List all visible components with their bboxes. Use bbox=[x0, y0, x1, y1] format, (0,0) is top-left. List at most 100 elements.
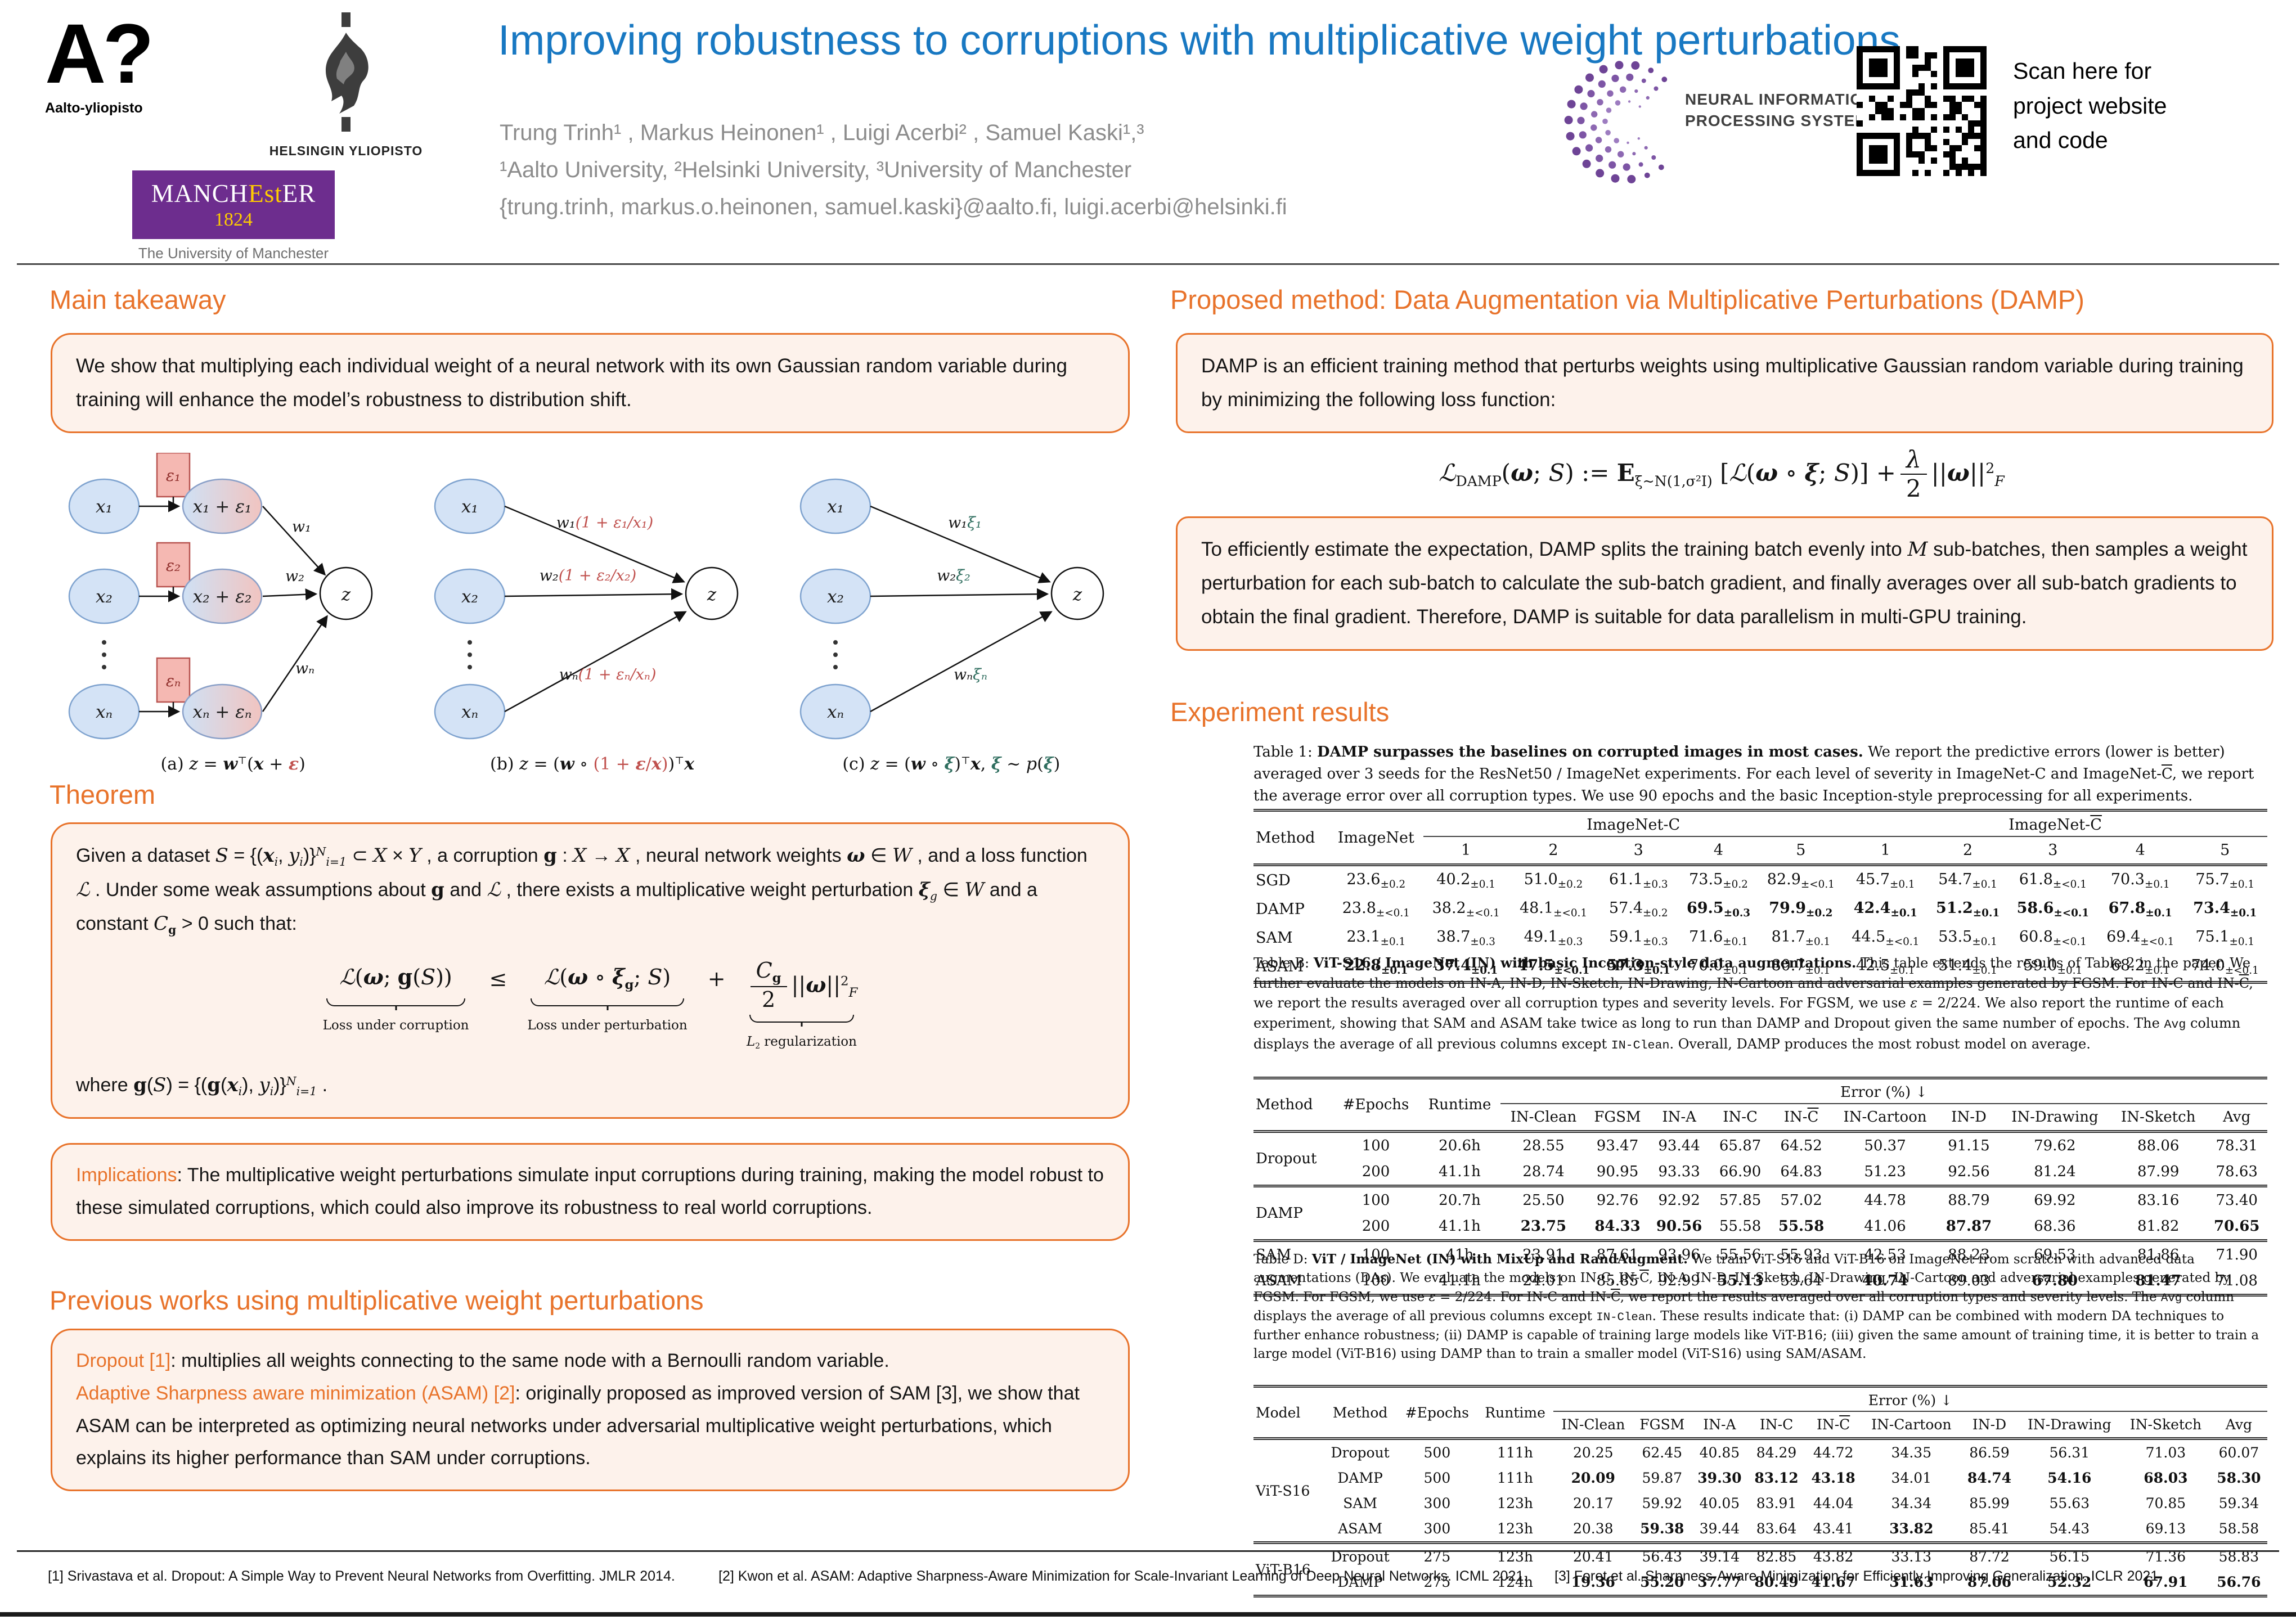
helsinki-logo-label: HELSINGIN YLIOPISTO bbox=[269, 143, 423, 158]
eq-loss-perturbation: ℒ(ω ∘ ξg; S) Loss under perturbation bbox=[527, 958, 687, 1038]
svg-text:x₁: x₁ bbox=[461, 497, 478, 517]
edge-label: w₂ξ₂ bbox=[937, 567, 970, 584]
vdots bbox=[468, 665, 472, 669]
svg-text:εₙ: εₙ bbox=[166, 672, 181, 690]
epsilon-box-n: εₙ bbox=[156, 657, 191, 710]
previous-works-asam: Adaptive Sharpness aware minimization (A… bbox=[76, 1382, 1080, 1469]
section-previous-works: Previous works using multiplicative weig… bbox=[50, 1285, 704, 1315]
fraction-denominator: 2 bbox=[761, 987, 776, 1012]
svg-text:xₙ: xₙ bbox=[461, 702, 478, 722]
svg-text:z: z bbox=[341, 584, 351, 605]
node-sum-2: x₂ + ε₂ bbox=[182, 568, 263, 624]
svg-text:xₙ + εₙ: xₙ + εₙ bbox=[193, 702, 252, 722]
vdots bbox=[468, 652, 472, 657]
fraction-denominator: 2 bbox=[1906, 475, 1921, 503]
diagram-b: x₁ x₂ xₙ w₁(1 + ε₁/x₁) w₂(1 + ε₂/x₂) wₙ(… bbox=[434, 478, 739, 740]
vdots bbox=[102, 665, 106, 669]
vdots bbox=[102, 652, 106, 657]
tableB-caption: Table B: ViT-S16 / ImageNet (IN) with ba… bbox=[1253, 955, 2253, 1052]
table-row: DAMP 100 20.7h 25.50 92.76 92.92 57.85 57.02 44.… bbox=[1253, 1185, 2267, 1241]
eq-loss-corruption: ℒ(ω; g(S)) Loss under corruption bbox=[323, 958, 469, 1038]
node-xn: xₙ bbox=[68, 683, 140, 740]
aalto-logo: A? Aalto-yliopisto bbox=[45, 6, 154, 116]
figure-weight-perturbation: x₁ x₂ xₙ ε₁ ε₂ εₙ bbox=[53, 452, 1131, 774]
svg-text:ε₂: ε₂ bbox=[166, 556, 181, 575]
table-row: ASAM 100 41.1h 24.01 85.85 92.99 55.13 55.64 40.… bbox=[1256, 1272, 2258, 1289]
emails: {trung.trinh, markus.o.heinonen, samuel.… bbox=[500, 195, 1287, 219]
tableD-caption: Table D: ViT / ImageNet (IN) with MixUp … bbox=[1253, 1252, 2259, 1362]
svg-text:x₂: x₂ bbox=[827, 587, 844, 607]
diagram-a: x₁ x₂ xₙ ε₁ ε₂ εₙ bbox=[68, 452, 373, 740]
table1: Method ImageNet ImageNet-C ImageNet-C 1 2 3 4 5 1… bbox=[1253, 809, 2267, 984]
table-row: SAM 100 41h 23.91 87.61 93.96 55.56 55.93 42.53 8… bbox=[1253, 1239, 2267, 1268]
svg-text:xₙ: xₙ bbox=[827, 702, 844, 722]
svg-text:ε₁: ε₁ bbox=[166, 466, 181, 485]
edge bbox=[262, 506, 326, 576]
fraction-numerator: Cg bbox=[750, 958, 787, 987]
edge bbox=[870, 588, 1049, 600]
underbrace bbox=[531, 998, 684, 1007]
vdots bbox=[833, 640, 838, 645]
manchester-logo-line2: 1824 bbox=[214, 209, 253, 230]
damp-estimation-box: To efficiently estimate the expectation,… bbox=[1176, 516, 2273, 651]
damp-loss-formula: ℒDAMP(ω; S) := Eξ~N(1,σ²I) [ℒ(ω ∘ ξ; S)]… bbox=[1215, 446, 2228, 503]
implications-box: Implications: The multiplicative weight … bbox=[51, 1143, 1130, 1241]
svg-text:x₂ + ε₂: x₂ + ε₂ bbox=[193, 587, 252, 607]
helsinki-flame-icon bbox=[326, 12, 369, 132]
page-title: Improving robustness to corruptions with… bbox=[498, 16, 1900, 64]
reference-1: [1] Srivastava et al. Dropout: A Simple … bbox=[48, 1568, 675, 1584]
node-x2: x₂ bbox=[799, 568, 871, 624]
table-row: DAMP 500 111h 20.09 59.87 39.30 83.12 43.18 34.0… bbox=[1337, 1470, 2261, 1486]
aalto-logo-icon: A? bbox=[45, 6, 154, 101]
table1-caption: Table 1: DAMP surpasses the baselines on… bbox=[1253, 744, 2254, 804]
figure-diagrams: x₁ x₂ xₙ ε₁ ε₂ εₙ bbox=[68, 452, 1104, 740]
figure-caption-a: (a) z = w⊤(x + ε) bbox=[160, 754, 305, 774]
neurips-text-line2: PROCESSING SYSTEMS bbox=[1685, 111, 1880, 129]
section-experiment-results: Experiment results bbox=[1170, 697, 1390, 727]
footer-divider bbox=[17, 1550, 2279, 1552]
header-divider bbox=[17, 263, 2279, 265]
qr-code bbox=[1857, 46, 1987, 179]
table-row: SAM 300 123h 20.17 59.92 40.05 83.91 44.04 34.34… bbox=[1343, 1495, 2259, 1511]
helsinki-logo: HELSINGIN YLIOPISTO bbox=[269, 12, 430, 159]
neurips-logo-text: NEURAL INFORMATION PROCESSING SYSTEMS bbox=[1685, 89, 1880, 132]
table-row: ViT-S16 Dropout 500 111h 20.25 62.45 40.85 84.2… bbox=[1256, 1444, 2259, 1499]
node-xn: xₙ bbox=[434, 683, 506, 740]
node-z: z bbox=[319, 566, 373, 620]
vdots bbox=[833, 665, 838, 669]
tD-grid: Model Method #Epochs Runtime Error (%) ↓ IN-C… bbox=[1253, 1385, 2267, 1598]
theorem-equation: ℒ(ω; g(S)) Loss under corruption ≤ ℒ(ω ∘… bbox=[76, 958, 1104, 1054]
eq-norm: ||ω||2F bbox=[791, 972, 858, 1001]
node-x2: x₂ bbox=[68, 568, 140, 624]
edge bbox=[504, 588, 684, 600]
svg-text:x₁: x₁ bbox=[827, 497, 844, 517]
eq-reg-term: Cg 2 ||ω||2F bbox=[746, 958, 858, 1013]
underbrace-label: Loss under corruption bbox=[322, 1018, 469, 1033]
node-x1: x₁ bbox=[799, 478, 871, 534]
svg-text:x₁ + ε₁: x₁ + ε₁ bbox=[193, 497, 252, 517]
node-xn: xₙ bbox=[799, 683, 871, 740]
figure-captions: (a) z = w⊤(x + ε) (b) z = (w ∘ (1 + ε/x)… bbox=[53, 754, 1131, 774]
scan-label-line2: project website bbox=[2013, 92, 2167, 119]
edge bbox=[504, 611, 687, 713]
table1-grid: Method ImageNet ImageNet-C ImageNet-C 1 2 3 4 5 1… bbox=[1253, 809, 2267, 984]
formula-post: ||ω||2F bbox=[1931, 459, 2005, 490]
edge-label: wₙ(1 + εₙ/xₙ) bbox=[559, 666, 657, 683]
table-row: 200 41.1h 23.75 84.33 90.56 55.58 55.58 41.06 87… bbox=[1362, 1218, 2260, 1235]
section-proposed-method: Proposed method: Data Augmentation via M… bbox=[1170, 285, 2084, 314]
underbrace bbox=[326, 998, 466, 1007]
neurips-swirl-icon bbox=[1544, 35, 1710, 209]
svg-text:z: z bbox=[1072, 584, 1082, 605]
scan-label-line3: and code bbox=[2013, 127, 2108, 153]
figure-caption-b: (b) z = (w ∘ (1 + ε/x))⊤x bbox=[489, 754, 694, 774]
qr-code-image bbox=[1857, 46, 1987, 176]
edge-label: w₁ξ₁ bbox=[948, 514, 982, 532]
aalto-logo-label: Aalto-yliopisto bbox=[45, 100, 143, 116]
svg-text:x₂: x₂ bbox=[461, 587, 478, 607]
figure-caption-c: (c) z = (w ∘ ξ)⊤x, ξ ~ p(ξ) bbox=[842, 754, 1061, 774]
svg-text:z: z bbox=[707, 584, 717, 605]
table-row: ViT-B16 Dropout 275 123h 20.41 56.43 39.14 82.8… bbox=[1253, 1541, 2267, 1596]
node-z: z bbox=[685, 566, 739, 620]
epsilon-box-1: ε₁ bbox=[156, 452, 191, 505]
damp-definition-box: DAMP is an efficient training method tha… bbox=[1176, 333, 2273, 434]
